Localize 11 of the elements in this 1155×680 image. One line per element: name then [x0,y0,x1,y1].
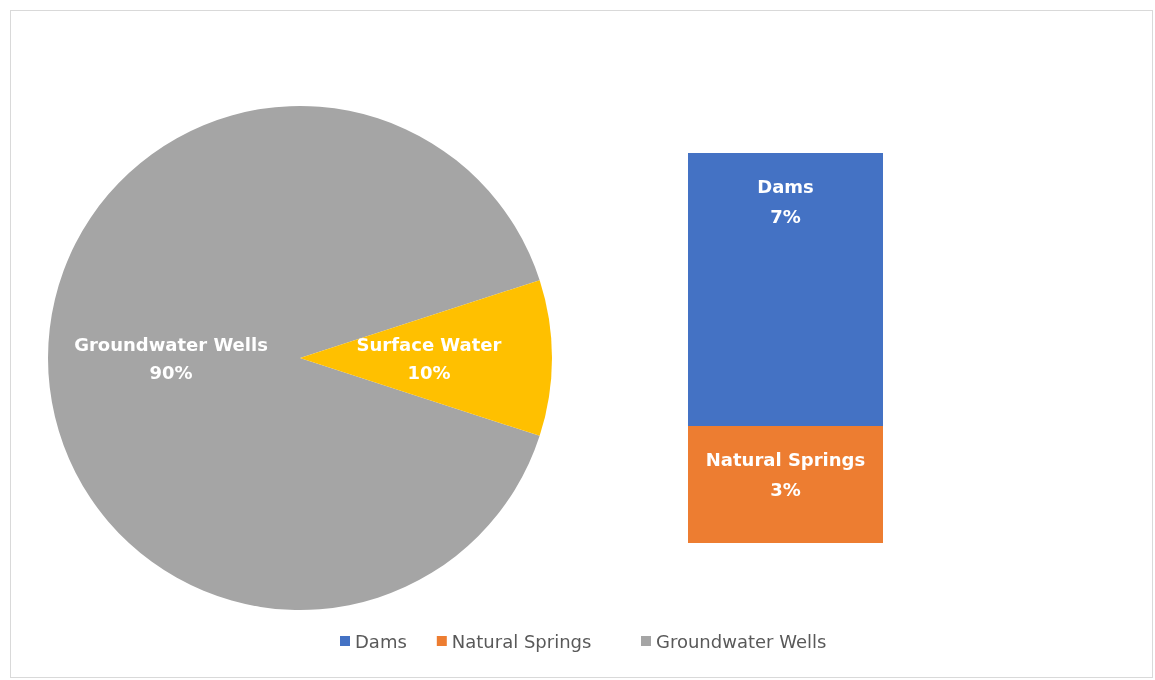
text: Natural Springs [705,448,866,470]
legend-label: Groundwater Wells [656,630,827,652]
data-label: 7% [770,205,801,227]
legend-label: Dams [355,630,407,652]
slice-label: Surface Water [356,333,502,355]
data-label: 10% [407,361,451,383]
data-label: 3% [770,478,801,500]
data-label: 90% [149,361,193,383]
text: Dams [757,175,814,197]
slice-label: Groundwater Wells [74,333,268,355]
legend-label: Natural Springs [451,630,592,652]
